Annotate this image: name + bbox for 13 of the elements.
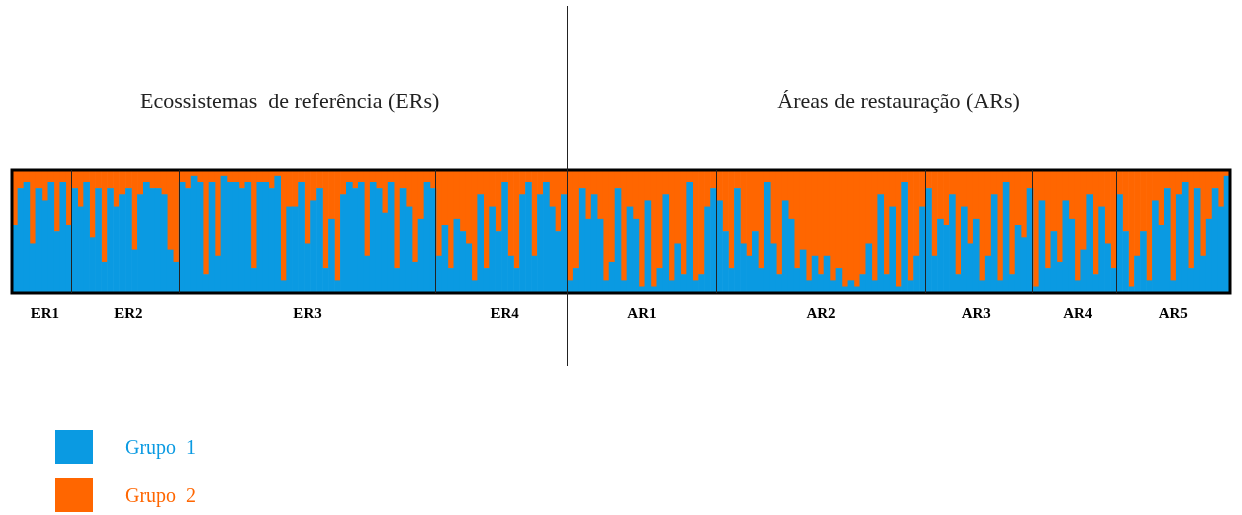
legend-label: Grupo 2 [125, 483, 197, 507]
text: Ecossistemas de referência (ERs) [138, 88, 441, 114]
x-tick-label: ER4 [490, 304, 520, 321]
x-tick-label: AR2 [806, 304, 836, 321]
x-tick-label: ER1 [30, 304, 60, 321]
x-tick-label: ER3 [293, 304, 322, 321]
x-tick-label: AR3 [961, 304, 991, 321]
x-tick-label: AR5 [1158, 304, 1188, 321]
legend-label: Grupo 1 [125, 435, 197, 459]
text: Áreas de restauração (ARs) [776, 88, 1021, 114]
x-tick-label: AR4 [1063, 304, 1093, 321]
x-tick-label: ER2 [114, 304, 143, 321]
x-tick-label: AR1 [627, 304, 657, 321]
